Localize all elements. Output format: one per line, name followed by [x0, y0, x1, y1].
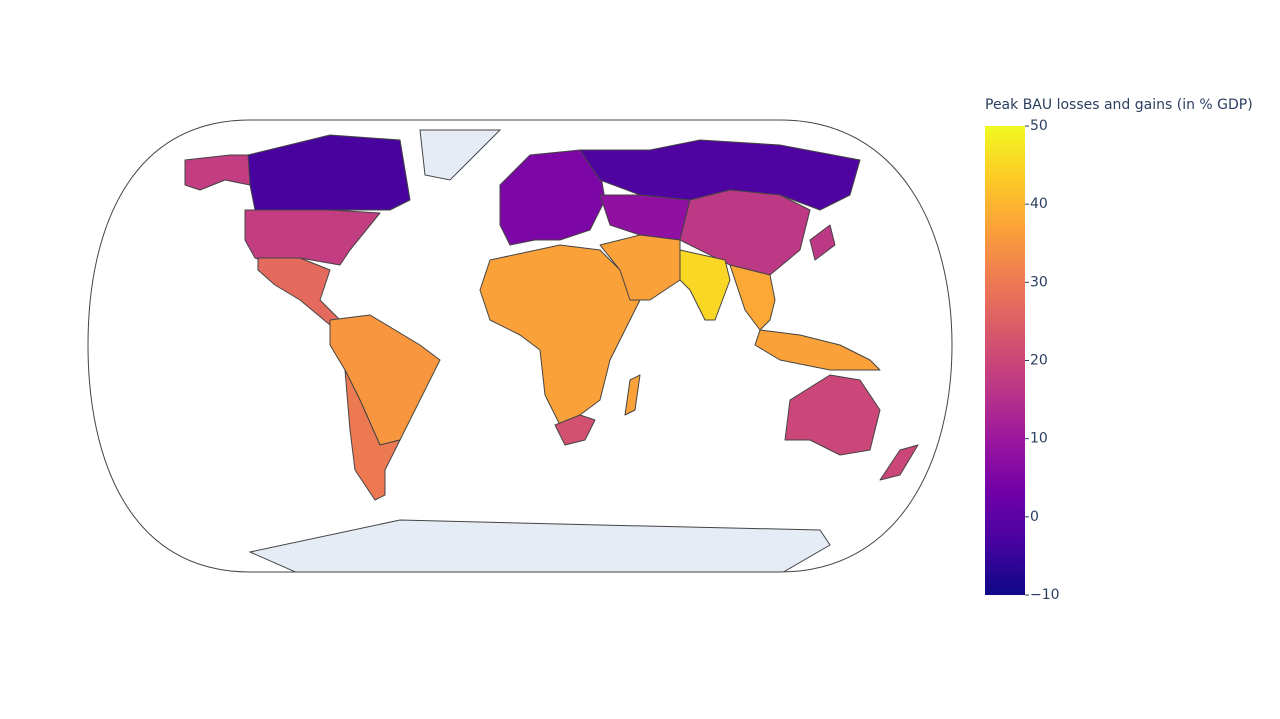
region — [679, 249, 731, 321]
region — [257, 257, 341, 326]
region — [879, 444, 919, 481]
colorbar-tick-label: 20 — [1030, 353, 1048, 369]
region — [729, 264, 776, 331]
no-data-land — [419, 129, 502, 181]
region — [624, 374, 641, 416]
colorbar-tick-label: −10 — [1030, 587, 1060, 603]
region — [184, 154, 263, 191]
colorbar-tick-label: 0 — [1030, 509, 1039, 525]
region — [784, 374, 881, 456]
region — [479, 244, 641, 426]
map — [184, 129, 919, 572]
colorbar — [985, 126, 1025, 595]
region — [554, 414, 596, 446]
colorbar-tick-label: 10 — [1030, 431, 1048, 447]
region — [499, 149, 606, 246]
colorbar-tick-label: 30 — [1030, 274, 1048, 290]
region — [599, 234, 681, 301]
region — [809, 224, 836, 261]
colorbar-title: Peak BAU losses and gains (in % GDP) — [985, 97, 1253, 113]
region — [344, 369, 401, 501]
map-frame — [87, 119, 953, 573]
region — [244, 209, 381, 266]
region — [679, 189, 811, 276]
colorbar-tick-label: 50 — [1030, 118, 1048, 134]
region — [247, 134, 411, 211]
no-data-land — [248, 519, 831, 572]
region — [754, 329, 881, 371]
colorbar-tick-label: 40 — [1030, 196, 1048, 212]
